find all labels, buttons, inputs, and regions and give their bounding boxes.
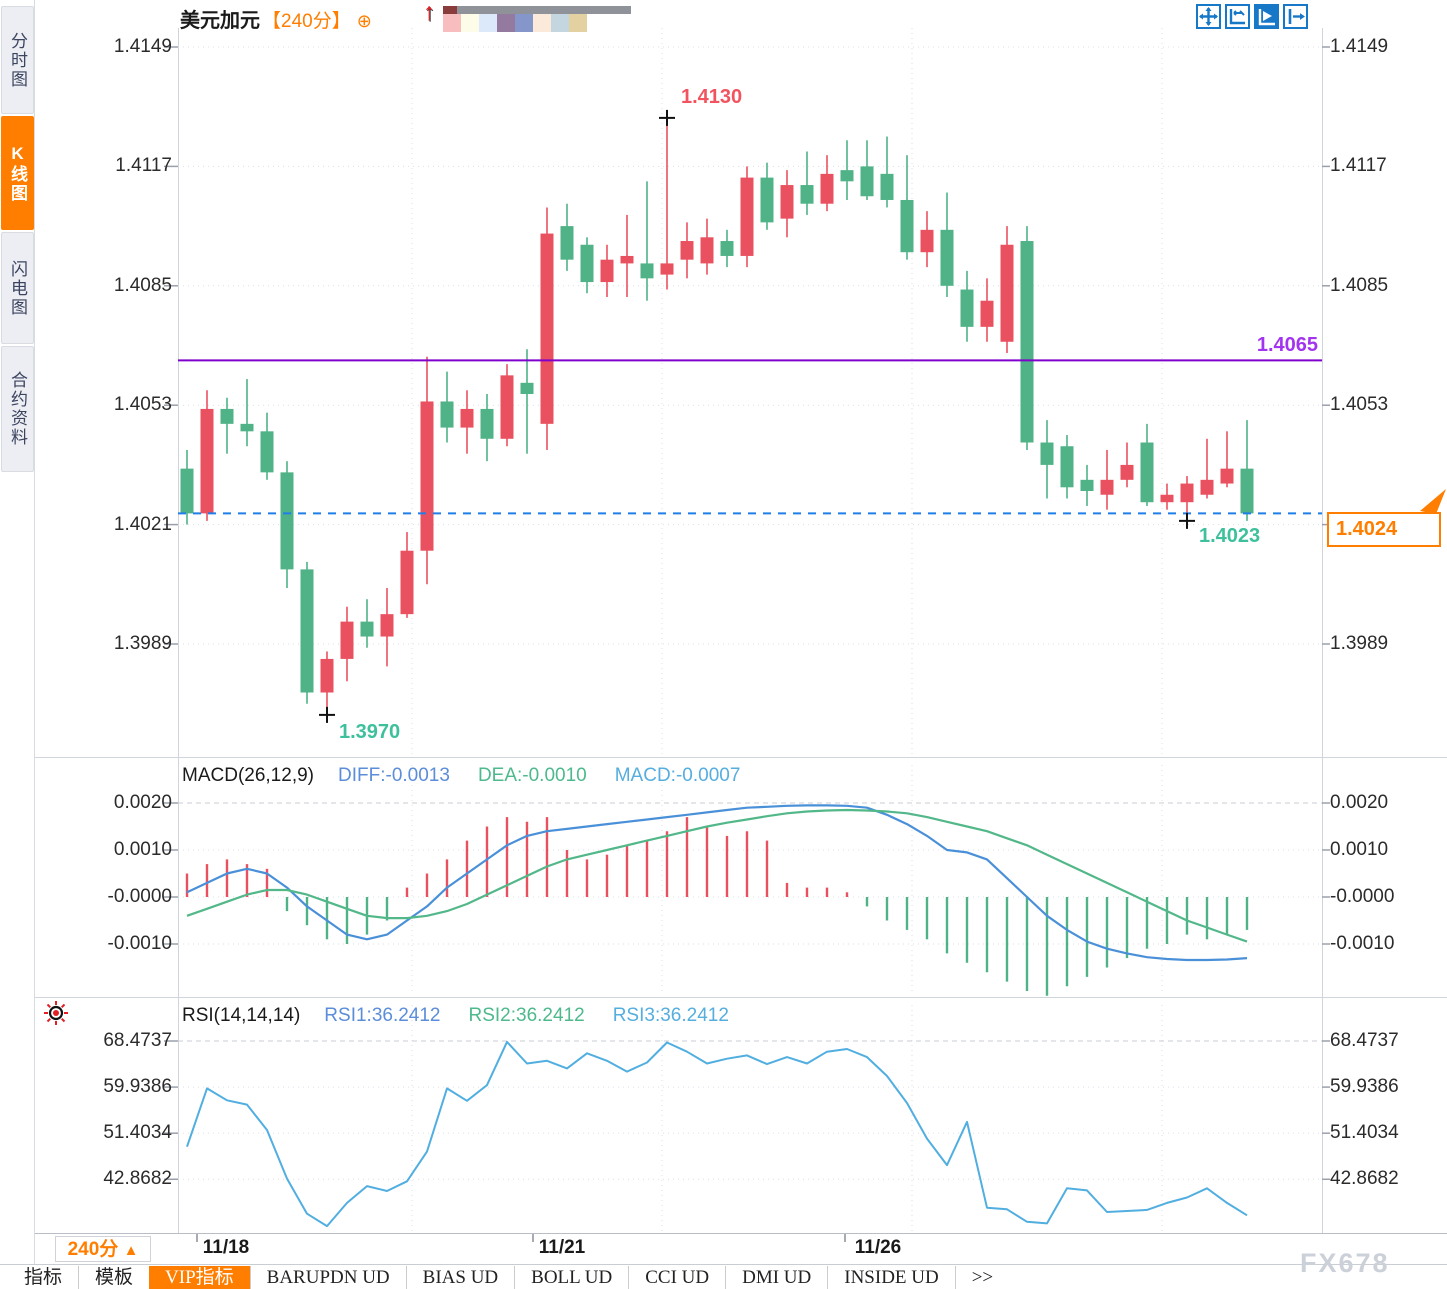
macd-header: MACD(26,12,9) DIFF:-0.0013 DEA:-0.0010 MACD…: [182, 765, 740, 787]
rsi2-value: RSI2:36.2412: [468, 1005, 585, 1026]
y-axis-label-right: 51.4034: [1330, 1122, 1399, 1144]
color-swatch-palette: [443, 14, 587, 32]
macd-macd-value: MACD:-0.0007: [614, 765, 741, 786]
interval-selector-label: 240分: [67, 1239, 119, 1260]
price-annotation: 1.4023: [1199, 524, 1261, 547]
indicator-settings-sun-icon[interactable]: [42, 999, 70, 1027]
color-swatch-4[interactable]: [497, 14, 515, 32]
indicator-tab-7[interactable]: CCI UD: [628, 1266, 725, 1289]
rsi-header: RSI(14,14,14) RSI1:36.2412 RSI2:36.2412 RSI…: [182, 1005, 729, 1027]
watermark: FX678: [1300, 1248, 1390, 1278]
indicator-tab-1[interactable]: 指标: [24, 1267, 63, 1288]
y-axis-label-right: 0.0010: [1330, 839, 1389, 860]
triangle-up-icon: ▲: [123, 1242, 139, 1259]
sidebar-tab-4[interactable]: 合约资料: [1, 346, 34, 472]
y-axis-label-left: 42.8682: [103, 1168, 172, 1190]
y-axis-label-left: 1.4053: [113, 394, 172, 416]
color-swatch-7[interactable]: [551, 14, 569, 32]
y-axis-label-left: 59.9386: [103, 1076, 172, 1098]
current-price-tag: 1.4024: [1327, 512, 1441, 547]
auto-scale-icon[interactable]: [1254, 4, 1279, 29]
swatch-toolbar-handle[interactable]: [443, 6, 457, 14]
chart-toolbar: [1196, 4, 1308, 29]
y-axis-label-left: 1.3989: [113, 633, 172, 654]
y-axis-label-left: 1.4117: [115, 155, 172, 177]
y-axis-label-right: -0.0000: [1330, 886, 1395, 907]
y-axis-label-right: -0.0010: [1330, 933, 1395, 954]
sidebar-tab-1[interactable]: 分时图: [1, 6, 34, 114]
color-swatch-5[interactable]: [515, 14, 533, 32]
chart-title-row: 美元加元 【240分】 ⊕: [180, 4, 372, 32]
price-annotation: 1.3970: [339, 720, 401, 743]
y-axis-label-left: 51.4034: [103, 1122, 172, 1144]
color-swatch-1[interactable]: [443, 14, 461, 32]
x-axis-date: 11/21: [538, 1237, 586, 1258]
x-axis-date: 11/18: [202, 1237, 250, 1258]
macd-dea-value: DEA:-0.0010: [477, 765, 587, 786]
color-swatch-2[interactable]: [461, 14, 479, 32]
price-annotation: 1.4130: [681, 85, 743, 108]
y-axis-label-left: -0.0000: [107, 886, 172, 907]
indicator-tab-9[interactable]: INSIDE UD: [827, 1266, 954, 1289]
move-icon[interactable]: [1196, 4, 1221, 29]
indicator-tab-2[interactable]: 模板: [78, 1266, 149, 1289]
y-axis-label-right: 1.4149: [1330, 36, 1389, 57]
rsi3-value: RSI3:36.2412: [612, 1005, 729, 1026]
axis-scale-icon[interactable]: [1225, 4, 1250, 29]
y-axis-label-left: 1.4021: [113, 513, 172, 535]
sidebar-tab-2[interactable]: K线图: [1, 116, 34, 230]
y-axis-label-right: 1.3989: [1330, 633, 1389, 654]
y-axis-label-left: 1.4149: [113, 36, 172, 57]
y-axis-label-left: -0.0010: [107, 933, 172, 954]
indicator-tab-bar: 指标 模板 VIP指标 BARUPDN UD BIAS UD BOLL UD CCI UD D…: [8, 1266, 1009, 1289]
interval-selector[interactable]: 240分 ▲: [55, 1236, 151, 1262]
y-axis-label-left: 68.4737: [103, 1030, 172, 1051]
swatch-toolbar-bar[interactable]: [443, 6, 631, 14]
interval-tag: 【240分】: [262, 11, 351, 32]
indicator-tab-8[interactable]: DMI UD: [725, 1266, 827, 1289]
y-axis-label-right: 59.9386: [1330, 1076, 1399, 1098]
macd-title: MACD(26,12,9): [182, 765, 314, 786]
color-swatch-3[interactable]: [479, 14, 497, 32]
rsi-title: RSI(14,14,14): [182, 1005, 301, 1026]
indicator-tab-6[interactable]: BOLL UD: [514, 1266, 628, 1289]
color-swatch-6[interactable]: [533, 14, 551, 32]
link-icon[interactable]: ⊕: [356, 11, 372, 31]
symbol-title: 美元加元: [180, 10, 260, 32]
y-axis-label-left: 0.0020: [113, 792, 172, 813]
color-swatch-8[interactable]: [569, 14, 587, 32]
indicator-tab-10[interactable]: >>: [954, 1266, 1009, 1289]
y-axis-label-right: 1.4053: [1330, 394, 1389, 416]
indicator-tab-3[interactable]: VIP指标: [149, 1266, 250, 1289]
y-axis-label-right: 0.0020: [1330, 792, 1389, 813]
y-axis-label-left: 0.0010: [113, 839, 172, 860]
indicator-tab-4[interactable]: BARUPDN UD: [249, 1266, 406, 1289]
draw-arrow-icon: ↑: [423, 0, 436, 26]
y-axis-label-left: 1.4085: [113, 274, 172, 296]
pan-right-icon[interactable]: [1283, 4, 1308, 29]
rsi1-value: RSI1:36.2412: [324, 1005, 441, 1026]
y-axis-label-right: 68.4737: [1330, 1030, 1399, 1051]
sidebar-tab-3[interactable]: 闪电图: [1, 232, 34, 344]
y-axis-label-right: 42.8682: [1330, 1168, 1399, 1190]
y-axis-label-right: 1.4085: [1330, 274, 1389, 296]
macd-diff-value: DIFF:-0.0013: [338, 765, 450, 786]
y-axis-label-right: 1.4117: [1330, 155, 1387, 177]
x-axis-date: 11/26: [854, 1237, 902, 1258]
indicator-tab-5[interactable]: BIAS UD: [405, 1266, 514, 1289]
level-price-label: 1.4065: [1256, 334, 1318, 356]
